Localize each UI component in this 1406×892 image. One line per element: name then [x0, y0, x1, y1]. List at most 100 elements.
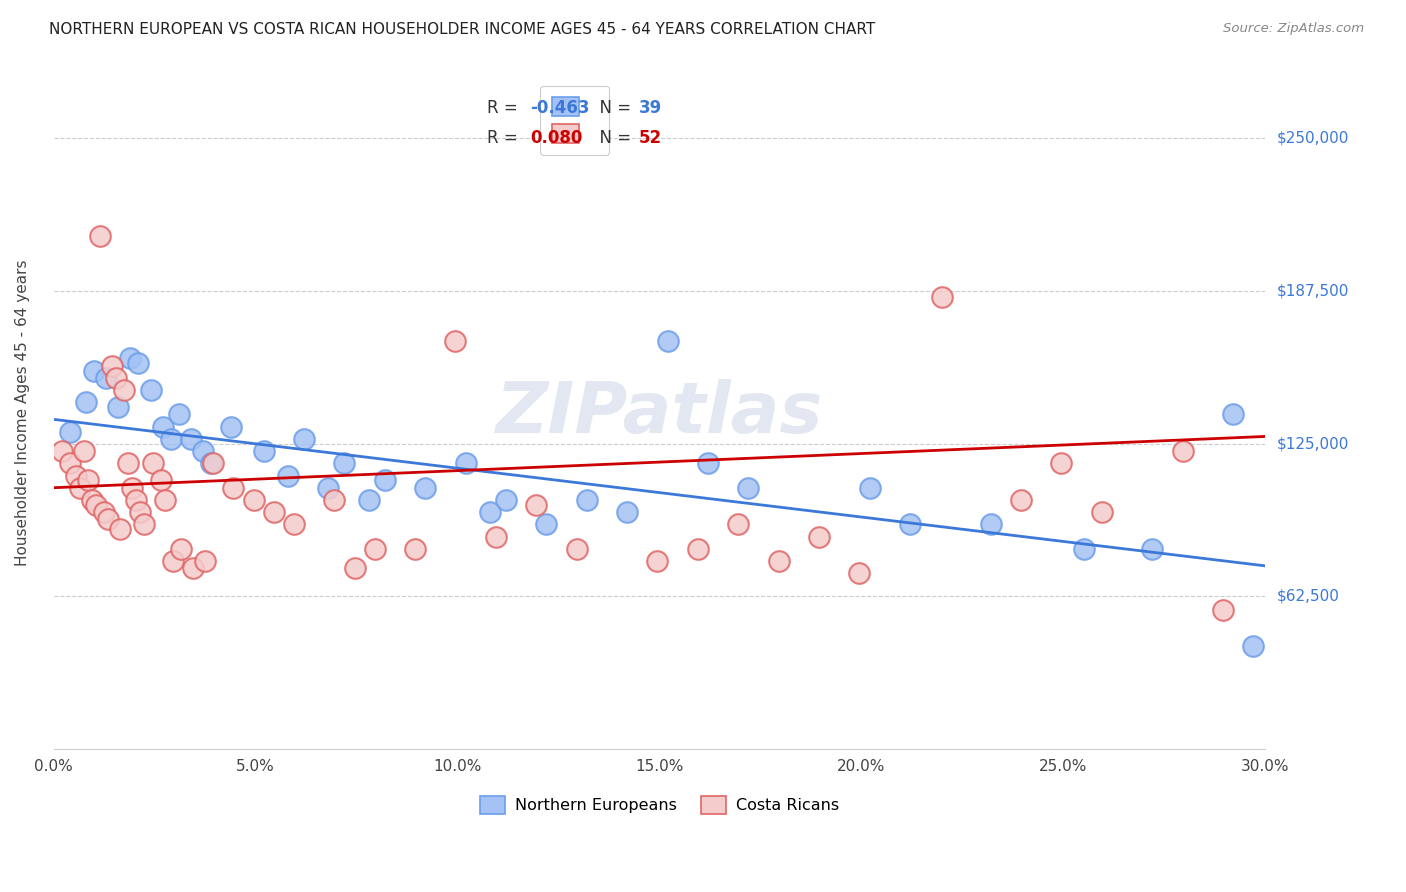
Point [65, 468, 87, 483]
Point [84, 498, 107, 512]
Point [858, 481, 880, 495]
Point [112, 383, 135, 397]
Point [180, 432, 202, 446]
Point [333, 456, 356, 470]
Point [565, 541, 588, 556]
Point [139, 383, 162, 397]
Text: 0.080: 0.080 [530, 128, 582, 147]
Point [697, 456, 720, 470]
Point [73, 444, 96, 458]
Point [848, 566, 870, 581]
Point [1241, 640, 1264, 654]
Point [292, 432, 315, 446]
Point [808, 530, 831, 544]
Point [898, 517, 921, 532]
Point [83, 363, 105, 377]
Point [413, 481, 436, 495]
Point [194, 554, 217, 568]
Point [316, 481, 339, 495]
Point [77, 474, 100, 488]
Point [1091, 505, 1114, 519]
Point [75, 395, 97, 409]
Point [404, 541, 426, 556]
Point [221, 419, 243, 434]
Point [1073, 541, 1095, 556]
Point [101, 359, 124, 373]
Text: $62,500: $62,500 [1277, 589, 1340, 604]
Point [657, 334, 679, 349]
Point [170, 541, 193, 556]
Point [737, 481, 759, 495]
Point [1171, 444, 1194, 458]
Point [478, 505, 501, 519]
Text: $187,500: $187,500 [1277, 284, 1348, 299]
Text: -0.463: -0.463 [530, 99, 589, 117]
Text: N =: N = [589, 128, 637, 147]
Point [931, 290, 953, 304]
Point [159, 432, 181, 446]
Point [575, 492, 598, 507]
Point [121, 481, 143, 495]
Point [444, 334, 467, 349]
Point [364, 541, 387, 556]
Text: ZIPatlas: ZIPatlas [496, 379, 823, 448]
Point [69, 481, 91, 495]
Point [283, 517, 305, 532]
Point [94, 371, 117, 385]
Point [374, 474, 396, 488]
Point [127, 356, 149, 370]
Text: N =: N = [589, 99, 637, 117]
Text: 52: 52 [638, 128, 662, 147]
Point [105, 371, 128, 385]
Point [768, 554, 790, 568]
Point [1212, 603, 1234, 617]
Text: $250,000: $250,000 [1277, 131, 1348, 146]
Point [162, 554, 184, 568]
Point [167, 408, 190, 422]
Point [191, 444, 214, 458]
Point [110, 522, 132, 536]
Y-axis label: Householder Income Ages 45 - 64 years: Householder Income Ages 45 - 64 years [15, 260, 30, 566]
Point [107, 400, 129, 414]
Point [616, 505, 638, 519]
Point [149, 474, 172, 488]
Point [485, 530, 508, 544]
Point [89, 229, 111, 244]
Point [97, 512, 120, 526]
Text: Source: ZipAtlas.com: Source: ZipAtlas.com [1223, 22, 1364, 36]
Point [51, 444, 73, 458]
Point [134, 517, 156, 532]
Point [152, 419, 174, 434]
Point [524, 498, 547, 512]
Text: $125,000: $125,000 [1277, 436, 1348, 451]
Point [1222, 408, 1244, 422]
Point [59, 456, 82, 470]
Point [323, 492, 346, 507]
Text: R =: R = [488, 99, 523, 117]
Point [253, 444, 276, 458]
Point [120, 351, 142, 366]
Point [686, 541, 709, 556]
Point [93, 505, 115, 519]
Point [117, 456, 139, 470]
Text: NORTHERN EUROPEAN VS COSTA RICAN HOUSEHOLDER INCOME AGES 45 - 64 YEARS CORRELATI: NORTHERN EUROPEAN VS COSTA RICAN HOUSEHO… [49, 22, 876, 37]
Point [647, 554, 669, 568]
Point [727, 517, 749, 532]
Point [1142, 541, 1164, 556]
Point [536, 517, 558, 532]
Point [980, 517, 1002, 532]
Point [153, 492, 176, 507]
Point [495, 492, 517, 507]
Point [343, 561, 366, 575]
Point [202, 456, 225, 470]
Point [277, 468, 299, 483]
Point [129, 505, 152, 519]
Point [222, 481, 245, 495]
Point [1050, 456, 1073, 470]
Point [242, 492, 264, 507]
Text: 39: 39 [638, 99, 662, 117]
Point [125, 492, 148, 507]
Legend: Northern Europeans, Costa Ricans: Northern Europeans, Costa Ricans [472, 789, 846, 822]
Point [181, 561, 204, 575]
Point [357, 492, 380, 507]
